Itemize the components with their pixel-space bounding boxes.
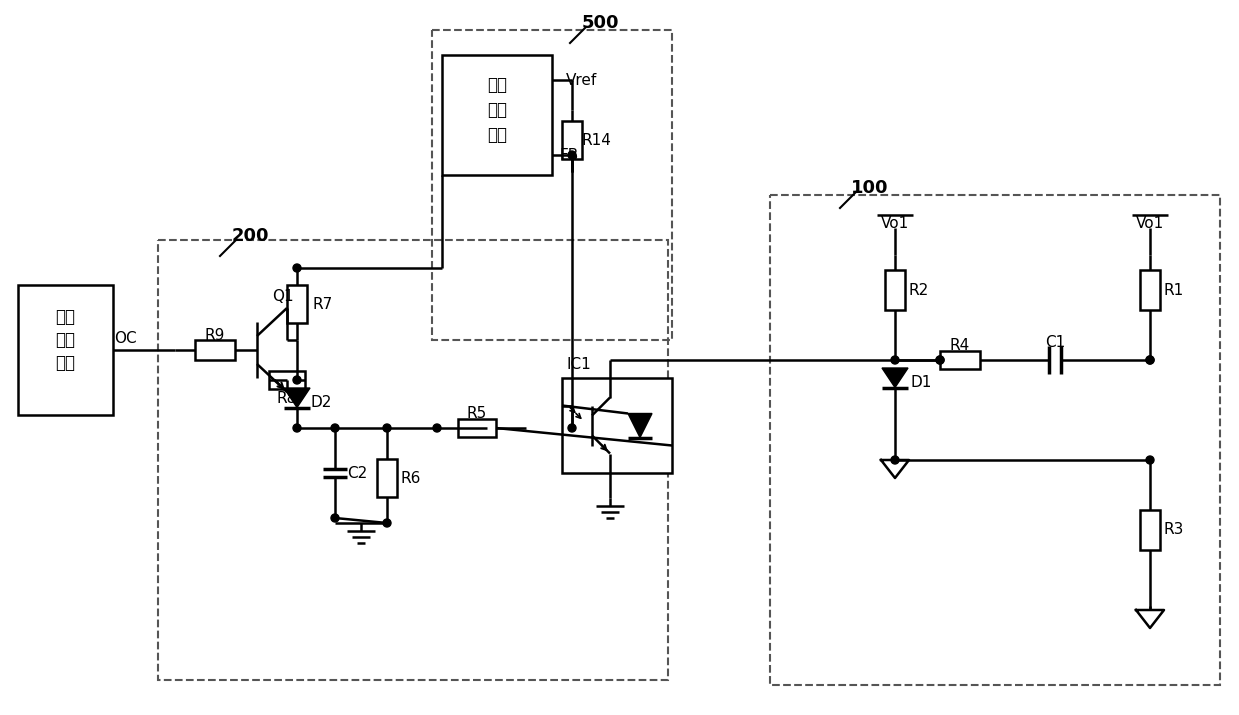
Circle shape: [567, 151, 576, 159]
Circle shape: [567, 424, 576, 432]
Text: FB: FB: [560, 147, 580, 162]
Text: 控制: 控制: [56, 331, 76, 349]
Text: D2: D2: [310, 395, 332, 410]
Circle shape: [1146, 456, 1154, 464]
Circle shape: [292, 264, 301, 272]
Circle shape: [292, 376, 301, 384]
Circle shape: [331, 514, 339, 522]
Text: IC1: IC1: [567, 357, 592, 372]
Text: R9: R9: [204, 327, 225, 342]
Text: 驱动: 驱动: [56, 308, 76, 326]
Text: R3: R3: [1163, 523, 1184, 538]
Text: R2: R2: [909, 282, 929, 297]
Circle shape: [331, 424, 339, 432]
Text: R14: R14: [581, 132, 611, 147]
Bar: [940, 351, 980, 369]
Bar: [195, 340, 235, 360]
Text: 控制: 控制: [487, 101, 507, 119]
Bar: [563, 378, 672, 473]
Bar: [442, 55, 553, 175]
Circle shape: [1146, 356, 1154, 364]
Circle shape: [432, 424, 441, 432]
Text: R4: R4: [950, 337, 970, 352]
Polygon shape: [628, 413, 652, 438]
Bar: [769, 195, 1220, 685]
Bar: [269, 371, 305, 389]
Bar: [159, 240, 668, 680]
Circle shape: [292, 424, 301, 432]
Text: 驱动: 驱动: [487, 76, 507, 94]
Text: 模块: 模块: [487, 126, 507, 144]
Circle shape: [935, 356, 944, 364]
Text: R5: R5: [467, 405, 487, 420]
Bar: [458, 419, 496, 437]
Text: R7: R7: [313, 297, 333, 312]
Circle shape: [935, 356, 944, 364]
Bar: [377, 459, 396, 497]
Text: Vref: Vref: [566, 72, 597, 87]
Polygon shape: [882, 368, 908, 388]
Text: Vo1: Vo1: [881, 215, 909, 230]
Circle shape: [891, 356, 900, 364]
Bar: [885, 270, 904, 310]
Bar: [432, 30, 672, 340]
Bar: [1140, 510, 1160, 550]
Text: R8: R8: [276, 390, 297, 405]
Circle shape: [891, 456, 900, 464]
Text: OC: OC: [114, 330, 136, 345]
Text: 模块: 模块: [56, 354, 76, 372]
Text: D1: D1: [911, 375, 932, 390]
Text: C1: C1: [1044, 335, 1066, 350]
Bar: [19, 285, 113, 415]
Polygon shape: [284, 388, 310, 408]
Text: 100: 100: [851, 179, 888, 197]
Circle shape: [1146, 356, 1154, 364]
Circle shape: [383, 424, 392, 432]
Text: R1: R1: [1163, 282, 1184, 297]
Text: 500: 500: [581, 14, 618, 32]
Text: Vo1: Vo1: [1136, 215, 1165, 230]
Text: R6: R6: [400, 470, 421, 485]
Bar: [1140, 270, 1160, 310]
Bar: [563, 121, 582, 159]
Text: 200: 200: [232, 227, 269, 245]
Text: Q1: Q1: [273, 288, 294, 303]
Circle shape: [383, 519, 392, 527]
Bar: [287, 285, 307, 323]
Text: C2: C2: [347, 465, 367, 480]
